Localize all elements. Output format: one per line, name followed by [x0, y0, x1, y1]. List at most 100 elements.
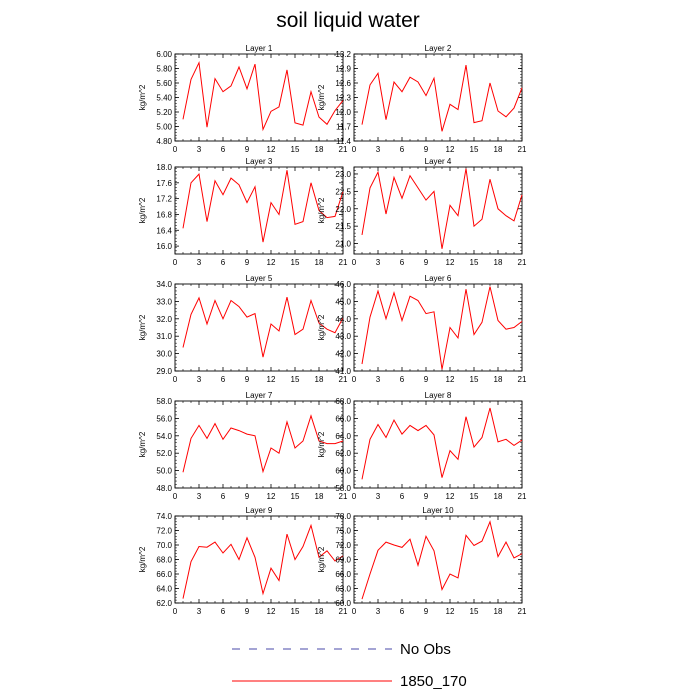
layer-8-panel: Layer 8kg/m^20 3 6 9 12 15 18 2158.060.062.064.… [317, 391, 527, 501]
layer-9-xtick-label: 18 [315, 607, 324, 616]
layer-1-frame [174, 53, 344, 142]
layer-6-xtick-label: 18 [494, 375, 503, 384]
layer-7-xtick-label: 15 [291, 492, 300, 501]
layer-5-panel: Layer 5 kg/m^2 0 3 6 9 12 15 18 21 29.0 30.0 31.0 32.… [138, 274, 348, 384]
layer-10-ytick-label: 63.0 [335, 585, 351, 594]
layer-9-xtick-label: 21 [339, 607, 348, 616]
layer-2-ytick-label: 11.7 [336, 123, 352, 132]
layer-10-frame [353, 515, 523, 604]
layer-1-xtick-label: 9 [245, 145, 250, 154]
layer-5-ytick-label: 33.0 [156, 297, 172, 306]
layer-4-series-line [361, 168, 523, 249]
layer-1-ytick-label: 5.60 [156, 79, 172, 88]
layer-6-ytick-label: 45.0 [335, 297, 351, 306]
layer-2-xtick-label: 3 [376, 145, 381, 154]
layer-6-ytick-label: 43.0 [335, 332, 351, 341]
layer-2-xtick-label: 6 [400, 145, 405, 154]
layer-9-ytick-label: 70.0 [156, 541, 172, 550]
layer-9-xtick-label: 9 [245, 607, 250, 616]
legend-label-1850-170: 1850_170 [400, 673, 467, 690]
layer-5-xtick-label: 12 [267, 375, 276, 384]
layer-7-ytick-label: 52.0 [156, 449, 172, 458]
layer-7-xtick-label: 12 [267, 492, 276, 501]
layer-8-xtick-label: 0 [352, 492, 357, 501]
layer-8-ytick-label: 68.0 [335, 397, 351, 406]
layer-7-series-line [182, 414, 344, 474]
layer-3-series-line [182, 170, 344, 243]
layer-9-title: Layer 9 [246, 506, 273, 515]
layer-8-xtick-label: 6 [400, 492, 405, 501]
layer-6-ytick-label: 42.0 [335, 350, 351, 359]
layer-3-xtick-label: 0 [173, 258, 178, 267]
layer-5-ytick-label: 30.0 [156, 350, 172, 359]
layer-8-ytick-label: 60.0 [335, 467, 351, 476]
layer-7-xtick-label: 0 [173, 492, 178, 501]
layer-4-ytick-label: 21.5 [335, 222, 351, 231]
layer-4-xtick-label: 0 [352, 258, 357, 267]
layer-4-ytick-label: 21.0 [335, 240, 351, 249]
layer-2-xtick-label: 12 [446, 145, 455, 154]
panels-grid: Layer 1 kg/m^2 0 3 6 9 12 15 18 21 4.80 5.00 5.20 5.4… [138, 44, 527, 616]
layer-4-xtick-label: 21 [518, 258, 527, 267]
layer-4-panel: Layer 4 kg/m^2 0 3 6 9 12 15 18 21 21.0 21.5 22.0 22.… [317, 157, 527, 267]
layer-6-series-line [361, 286, 523, 370]
layer-8-xtick-label: 9 [424, 492, 429, 501]
layer-4-xtick-label: 3 [376, 258, 381, 267]
layer-3-ytick-label: 16.8 [156, 210, 172, 219]
layer-9-xtick-label: 12 [267, 607, 276, 616]
layer-10-xtick-label: 3 [376, 607, 381, 616]
layer-4-xtick-label: 15 [470, 258, 479, 267]
layer-3-ytick-label: 17.6 [156, 179, 172, 188]
layer-10-xtick-label: 0 [352, 607, 357, 616]
layer-10-ylabel: kg/m^2 [317, 546, 326, 572]
layer-5-ytick-label: 29.0 [156, 367, 172, 376]
legend-label-no-obs: No Obs [400, 641, 451, 658]
layer-1-title: Layer 1 [246, 44, 273, 53]
layer-2-ytick-label: 12.0 [335, 108, 351, 117]
layer-5-xtick-label: 3 [197, 375, 202, 384]
layer-3-xtick-label: 21 [339, 258, 348, 267]
layer-3-xtick-label: 3 [197, 258, 202, 267]
layer-5-ytick-label: 34.0 [156, 280, 172, 289]
layer-4-frame [353, 166, 523, 255]
figure-title: soil liquid water [276, 9, 420, 32]
layer-8-ytick-label: 58.0 [335, 484, 351, 493]
layer-1-xtick-label: 21 [339, 145, 348, 154]
layer-10-title: Layer 10 [422, 506, 454, 515]
layer-2-xtick-label: 18 [494, 145, 503, 154]
layer-3-xtick-label: 9 [245, 258, 250, 267]
layer-3-xtick-label: 6 [221, 258, 226, 267]
layer-10-ytick-label: 69.0 [335, 556, 351, 565]
layer-4-title: Layer 4 [425, 157, 452, 166]
layer-6-xtick-label: 12 [446, 375, 455, 384]
layer-10-xtick-label: 9 [424, 607, 429, 616]
layer-8-xtick-label: 12 [446, 492, 455, 501]
layer-1-ytick-label: 4.80 [156, 137, 172, 146]
layer-1-series-line [182, 60, 344, 132]
layer-7-xtick-label: 3 [197, 492, 202, 501]
layer-6-xtick-label: 15 [470, 375, 479, 384]
layer-7-frame [174, 400, 344, 489]
layer-7-ylabel: kg/m^2 [138, 431, 147, 457]
layer-9-xtick-label: 0 [173, 607, 178, 616]
layer-7-ytick-label: 58.0 [156, 397, 172, 406]
layer-6-title: Layer 6 [425, 274, 452, 283]
layer-6-ytick-label: 46.0 [335, 280, 351, 289]
layer-9-ytick-label: 62.0 [156, 599, 172, 608]
layer-8-title: Layer 8 [425, 391, 452, 400]
layer-6-ylabel: kg/m^2 [317, 314, 326, 340]
layer-7-ytick-label: 48.0 [156, 484, 172, 493]
layer-8-ytick-label: 66.0 [335, 414, 351, 423]
layer-7-xtick-label: 9 [245, 492, 250, 501]
layer-1-ytick-label: 5.20 [156, 108, 172, 117]
layer-7-ytick-label: 54.0 [156, 432, 172, 441]
layer-3-title: Layer 3 [246, 157, 273, 166]
layer-9-xtick-label: 3 [197, 607, 202, 616]
layer-5-xtick-label: 15 [291, 375, 300, 384]
layer-3-xtick-label: 12 [267, 258, 276, 267]
layer-3-panel: Layer 3 kg/m^2 0 3 6 9 12 15 18 21 16.0 16.4 16.8 17.… [138, 157, 348, 267]
layer-7-ytick-label: 56.0 [156, 414, 172, 423]
layer-4-xtick-label: 6 [400, 258, 405, 267]
layer-9-ytick-label: 66.0 [156, 570, 172, 579]
